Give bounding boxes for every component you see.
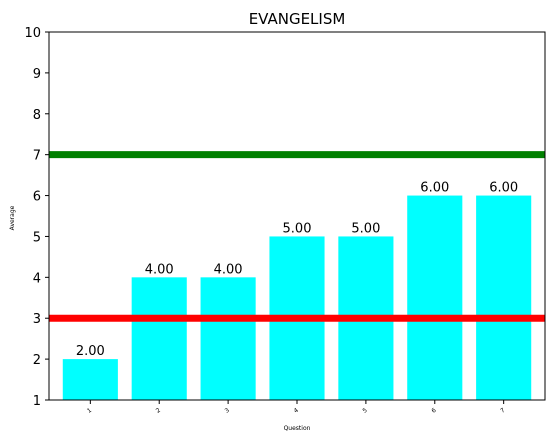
x-tick-label: 1 bbox=[86, 407, 93, 415]
bar-2 bbox=[131, 277, 187, 400]
y-tick-label: 7 bbox=[33, 149, 41, 164]
x-tick-label: 3 bbox=[224, 407, 231, 415]
y-tick-label: 5 bbox=[33, 230, 41, 245]
chart-title: EVANGELISM bbox=[249, 10, 346, 28]
y-axis-label: Average bbox=[9, 205, 16, 230]
y-tick-label: 4 bbox=[33, 271, 41, 286]
x-axis-label: Question bbox=[284, 425, 311, 432]
bar-7 bbox=[476, 195, 532, 400]
y-tick-label: 1 bbox=[33, 394, 41, 409]
y-tick-label: 3 bbox=[33, 312, 41, 327]
data-label-4: 5.00 bbox=[283, 221, 312, 236]
reference-lines-layer bbox=[49, 151, 545, 322]
data-label-2: 4.00 bbox=[145, 262, 174, 277]
x-tick-label: 5 bbox=[361, 407, 368, 415]
y-tick-label: 8 bbox=[33, 108, 41, 123]
data-label-5: 5.00 bbox=[351, 221, 380, 236]
data-label-3: 4.00 bbox=[214, 262, 243, 277]
bar-6 bbox=[407, 195, 463, 400]
y-tick-label: 10 bbox=[24, 26, 41, 41]
data-labels-layer: 2.00 4.00 4.00 5.00 5.00 6.00 6.00 bbox=[76, 181, 518, 360]
data-label-6: 6.00 bbox=[420, 181, 449, 196]
x-tick-label: 4 bbox=[293, 407, 300, 415]
x-tick-label: 7 bbox=[499, 407, 506, 415]
data-label-1: 2.00 bbox=[76, 344, 105, 359]
y-tick-label: 2 bbox=[33, 353, 41, 368]
y-tick-label: 6 bbox=[33, 190, 41, 205]
bar-3 bbox=[200, 277, 256, 400]
bar-1 bbox=[62, 359, 118, 400]
x-tick-label: 2 bbox=[155, 407, 162, 415]
x-tick-label: 6 bbox=[430, 407, 437, 415]
data-label-7: 6.00 bbox=[489, 181, 518, 196]
axes-layer: 1 2 3 4 5 6 7 8 9 10 1 2 3 4 5 6 7 bbox=[24, 26, 546, 415]
y-tick-label: 9 bbox=[33, 67, 41, 82]
